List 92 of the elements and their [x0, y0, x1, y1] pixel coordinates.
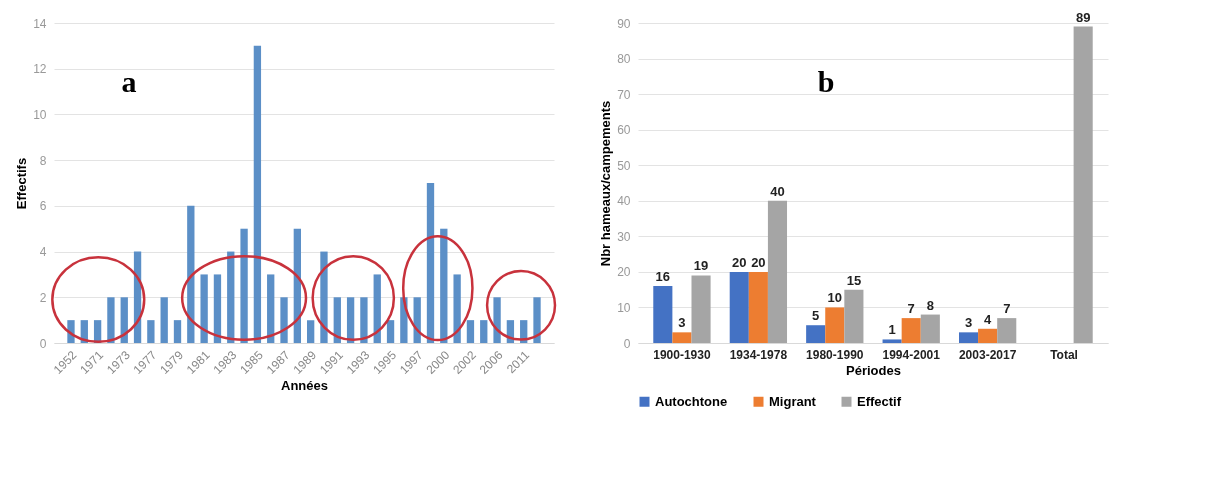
bar — [333, 297, 341, 343]
bar — [440, 228, 448, 343]
bar — [672, 332, 692, 343]
data-label: 7 — [907, 301, 915, 317]
bar — [267, 274, 275, 343]
x-tick-label: Total — [1050, 347, 1078, 362]
y-tick-label: 50 — [617, 158, 631, 173]
y-tick-label: 12 — [33, 62, 47, 77]
y-tick-label: 0 — [623, 336, 631, 351]
bar — [147, 320, 155, 343]
bar — [825, 307, 845, 343]
y-tick-label: 4 — [39, 245, 47, 260]
bar — [307, 320, 315, 343]
bar — [691, 275, 711, 343]
y-tick-label: 6 — [39, 199, 47, 214]
bar — [200, 274, 208, 343]
bar — [107, 297, 115, 343]
y-tick-label: 60 — [617, 123, 631, 138]
bar — [373, 274, 381, 343]
bar — [426, 183, 435, 343]
x-tick-label: 2003-2017 — [958, 347, 1017, 362]
x-axis-title: Périodes — [846, 362, 901, 378]
y-tick-label: 30 — [617, 229, 631, 244]
bar — [480, 320, 488, 343]
bar — [493, 297, 501, 343]
legend-label: Effectif — [857, 393, 902, 409]
bar — [240, 228, 248, 343]
x-tick-label: 1994-2001 — [882, 347, 941, 362]
y-tick-label: 8 — [39, 153, 47, 168]
bar — [160, 297, 168, 343]
x-tick-label: 1934-1978 — [729, 347, 788, 362]
bar — [767, 200, 788, 343]
bar — [173, 320, 182, 343]
data-label: 5 — [812, 308, 820, 324]
bar — [997, 318, 1017, 343]
y-tick-label: 80 — [617, 52, 631, 67]
data-label: 10 — [827, 290, 843, 306]
bar — [453, 274, 461, 343]
bar — [360, 297, 368, 343]
bar — [466, 320, 475, 343]
y-axis-title: Nbr hameaux/campements — [598, 100, 614, 267]
bar — [346, 297, 355, 343]
y-tick-label: 14 — [33, 16, 47, 31]
bar — [280, 297, 288, 343]
data-label: 20 — [732, 254, 747, 270]
annotation: a — [121, 65, 137, 98]
y-tick-label: 2 — [39, 290, 47, 305]
bar — [120, 297, 128, 343]
data-label: 89 — [1075, 9, 1091, 25]
annotation: b — [817, 65, 835, 98]
data-label: 8 — [926, 297, 934, 313]
y-tick-label: 0 — [39, 336, 47, 351]
data-label: 1 — [888, 322, 896, 338]
bar — [978, 328, 998, 343]
bar — [187, 205, 195, 343]
bar — [920, 314, 940, 343]
bar — [748, 271, 768, 343]
bar — [958, 332, 979, 343]
y-tick-label: 20 — [617, 265, 631, 280]
bar — [386, 320, 395, 343]
bar — [227, 251, 235, 343]
bar — [320, 251, 328, 343]
bar — [901, 318, 921, 343]
data-label: 16 — [655, 269, 671, 285]
x-tick-label: 1980-1990 — [806, 347, 864, 362]
data-label: 20 — [751, 254, 766, 270]
bar — [1073, 26, 1093, 343]
y-tick-label: 40 — [617, 194, 631, 209]
legend-label: Autochtone — [655, 393, 728, 409]
data-label: 3 — [678, 315, 686, 331]
bar — [653, 286, 673, 343]
y-tick-label: 90 — [617, 16, 631, 31]
bar — [533, 297, 541, 343]
data-label: 40 — [770, 183, 785, 199]
y-axis-title: Effectifs — [14, 157, 30, 210]
bar — [253, 45, 262, 343]
data-label: 19 — [693, 258, 709, 274]
y-tick-label: 10 — [33, 107, 47, 122]
bar — [806, 325, 826, 343]
y-tick-label: 10 — [617, 300, 631, 315]
bar — [213, 274, 222, 343]
bar — [729, 271, 749, 343]
bar — [882, 339, 902, 343]
data-label: 15 — [846, 272, 862, 288]
data-label: 3 — [964, 315, 973, 331]
bar — [844, 289, 864, 343]
legend-label: Migrant — [769, 393, 817, 409]
y-tick-label: 70 — [617, 87, 631, 102]
data-label: 7 — [1003, 301, 1011, 317]
x-axis-title: Années — [281, 378, 328, 394]
data-label: 4 — [984, 311, 993, 327]
x-tick-label: 1900-1930 — [653, 347, 711, 362]
